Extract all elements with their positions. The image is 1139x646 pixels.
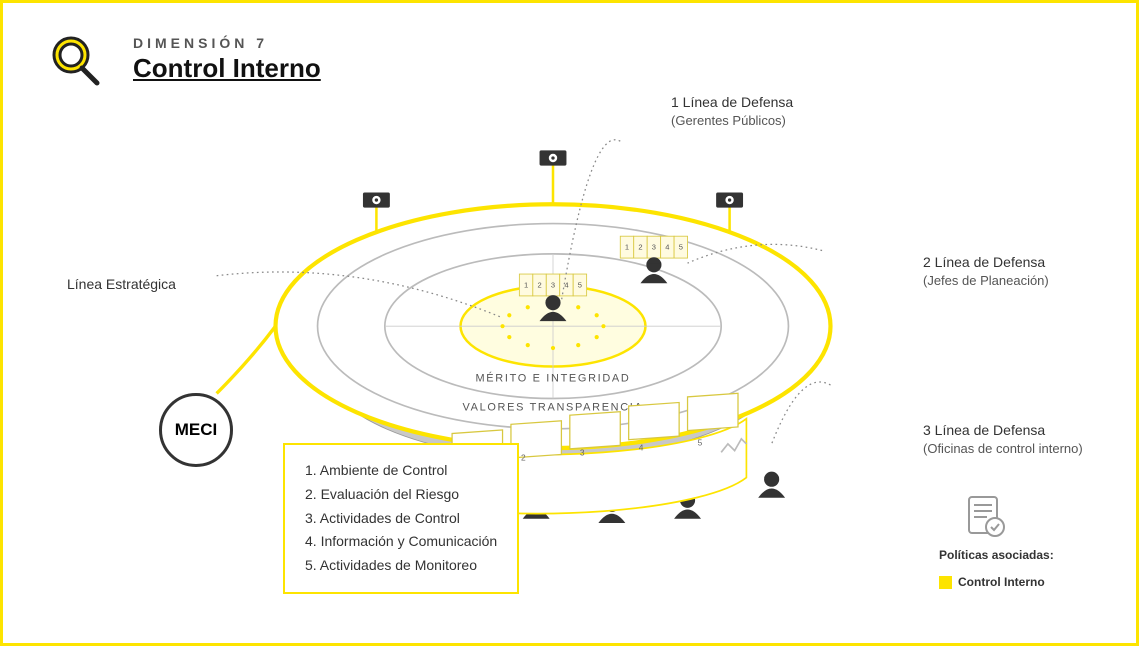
svg-text:3: 3 [652, 243, 656, 252]
policies-item: Control Interno [939, 575, 1045, 589]
label-linea-estrategica: Línea Estratégica [67, 275, 176, 294]
component-item: 2. Evaluación del Riesgo [305, 483, 497, 507]
meci-badge: MECI [159, 393, 233, 467]
svg-text:5: 5 [698, 438, 703, 448]
svg-text:3: 3 [580, 448, 585, 458]
label-linea2: 2 Línea de Defensa (Jefes de Planeación) [923, 253, 1049, 289]
component-item: 5. Actividades de Monitoreo [305, 554, 497, 578]
header-subtitle: DIMENSIÓN 7 [133, 35, 321, 51]
svg-text:2: 2 [521, 453, 526, 463]
svg-text:2: 2 [638, 243, 642, 252]
svg-text:1: 1 [625, 243, 629, 252]
svg-text:MÉRITO E INTEGRIDAD: MÉRITO E INTEGRIDAD [476, 372, 631, 385]
svg-text:1: 1 [524, 281, 528, 290]
svg-text:5: 5 [679, 243, 683, 252]
svg-text:5: 5 [578, 281, 582, 290]
svg-text:4: 4 [639, 443, 644, 453]
label-linea1: 1 Línea de Defensa (Gerentes Públicos) [671, 93, 793, 129]
policy-color-swatch [939, 576, 952, 589]
components-box: 1. Ambiente de Control2. Evaluación del … [283, 443, 519, 594]
policies-title: Políticas asociadas: [939, 548, 1054, 562]
component-item: 4. Información y Comunicación [305, 530, 497, 554]
header: DIMENSIÓN 7 Control Interno [133, 35, 321, 84]
label-linea3: 3 Línea de Defensa (Oficinas de control … [923, 421, 1083, 457]
svg-text:4: 4 [665, 243, 669, 252]
magnifier-icon [45, 31, 105, 91]
svg-text:2: 2 [537, 281, 541, 290]
component-item: 3. Actividades de Control [305, 507, 497, 531]
component-item: 1. Ambiente de Control [305, 459, 497, 483]
header-title: Control Interno [133, 53, 321, 84]
diagram-frame: DIMENSIÓN 7 Control Interno VALORES TRAN… [0, 0, 1139, 646]
svg-text:4: 4 [564, 281, 568, 290]
svg-text:3: 3 [551, 281, 555, 290]
document-check-icon [963, 493, 1009, 539]
